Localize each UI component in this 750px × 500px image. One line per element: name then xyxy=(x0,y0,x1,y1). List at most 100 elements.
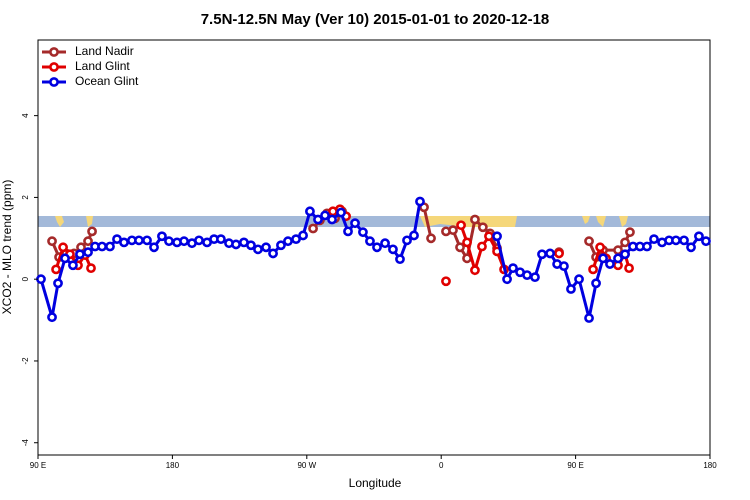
data-point xyxy=(380,238,390,249)
data-point xyxy=(415,196,425,207)
data-point xyxy=(283,236,293,247)
data-point xyxy=(588,264,598,275)
data-point xyxy=(83,236,93,247)
data-point xyxy=(164,236,174,247)
data-point xyxy=(441,276,451,287)
ocean-strip xyxy=(38,216,710,227)
x-tick-label: 90 W xyxy=(297,461,316,470)
data-point xyxy=(620,237,630,248)
data-point xyxy=(462,237,472,248)
data-point xyxy=(574,274,584,285)
data-point xyxy=(686,242,696,253)
data-point xyxy=(372,242,382,253)
data-point xyxy=(142,235,152,246)
data-point xyxy=(522,270,532,280)
data-point xyxy=(149,242,159,253)
data-point xyxy=(179,236,189,247)
data-point xyxy=(75,249,85,260)
plot-frame xyxy=(37,39,711,456)
data-point xyxy=(508,263,518,274)
data-point xyxy=(402,235,412,246)
data-point xyxy=(598,253,608,264)
data-point xyxy=(477,222,488,233)
y-tick-label: -4 xyxy=(21,439,30,447)
data-point xyxy=(320,210,330,221)
data-point xyxy=(194,235,204,246)
data-point xyxy=(305,206,315,217)
data-point xyxy=(253,244,263,255)
data-point xyxy=(134,235,144,246)
data-point xyxy=(47,312,57,323)
map-strip xyxy=(38,216,710,227)
data-point xyxy=(470,265,480,276)
data-point xyxy=(51,264,61,275)
x-tick-label: 90 E xyxy=(567,461,583,470)
data-point xyxy=(559,261,569,272)
land-shape xyxy=(420,216,517,227)
y-tick-label: 4 xyxy=(21,113,30,118)
data-point xyxy=(119,237,129,248)
x-tick-label: 0 xyxy=(439,461,444,470)
data-point xyxy=(679,235,689,246)
data-point xyxy=(291,234,301,245)
legend-label: Ocean Glint xyxy=(75,74,139,88)
data-point xyxy=(358,227,368,238)
legend-marker xyxy=(49,77,59,87)
data-point xyxy=(86,263,96,274)
data-point xyxy=(455,242,465,253)
data-point xyxy=(584,236,594,247)
data-point xyxy=(591,278,601,289)
data-point xyxy=(68,260,78,271)
data-point xyxy=(477,241,487,252)
y-tick-label: 0 xyxy=(21,276,30,281)
data-point xyxy=(261,242,271,253)
data-point xyxy=(276,240,286,251)
data-point xyxy=(36,274,46,285)
y-tick-label: 2 xyxy=(21,195,30,200)
chart-title: 7.5N-12.5N May (Ver 10) 2015-01-01 to 20… xyxy=(201,11,550,28)
plot-area xyxy=(36,196,711,323)
data-point xyxy=(448,225,458,236)
data-point xyxy=(484,231,494,242)
data-point xyxy=(625,227,635,238)
land-shape xyxy=(596,216,606,227)
land-shape xyxy=(55,216,64,227)
data-point xyxy=(87,226,97,237)
data-point xyxy=(554,248,564,259)
data-point xyxy=(97,241,107,252)
data-point xyxy=(327,214,337,225)
data-point xyxy=(58,242,68,253)
data-point xyxy=(157,231,167,242)
data-point xyxy=(426,233,436,244)
data-point xyxy=(313,214,323,225)
data-point xyxy=(60,253,70,264)
data-point xyxy=(671,235,681,246)
data-point xyxy=(343,226,353,237)
data-point xyxy=(530,272,540,283)
data-point xyxy=(624,263,634,274)
data-point xyxy=(502,274,512,285)
data-point xyxy=(605,259,615,269)
legend-label: Land Nadir xyxy=(75,44,134,58)
data-point xyxy=(595,242,605,253)
land-shape xyxy=(86,216,93,227)
data-point xyxy=(231,239,241,250)
data-point xyxy=(298,230,308,241)
data-point xyxy=(492,231,502,242)
x-tick-label: 90 E xyxy=(30,461,46,470)
x-tick-label: 180 xyxy=(166,461,180,470)
data-point xyxy=(365,236,375,247)
data-point xyxy=(566,284,576,294)
data-point xyxy=(350,218,360,229)
data-point xyxy=(409,230,419,241)
data-point xyxy=(470,214,480,225)
data-point xyxy=(642,241,652,252)
data-point xyxy=(649,234,659,245)
data-point xyxy=(613,253,623,264)
data-point xyxy=(537,249,547,260)
data-point xyxy=(620,249,630,260)
data-point xyxy=(268,248,278,259)
data-point xyxy=(53,278,63,289)
